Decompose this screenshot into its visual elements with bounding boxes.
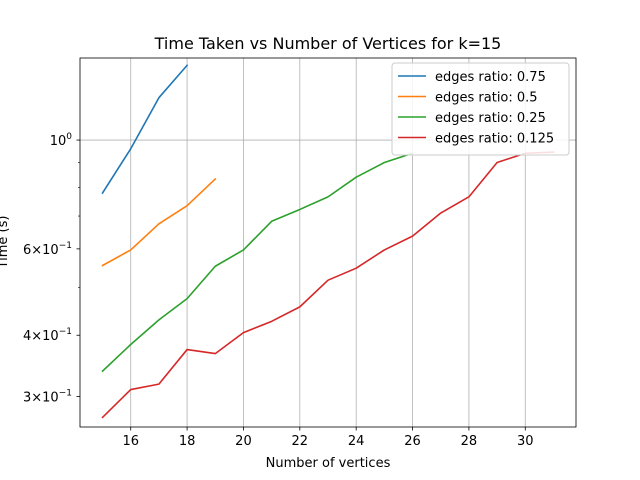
x-tick-label: 22 [292,434,309,449]
x-tick-label: 16 [122,434,139,449]
x-axis-label: Number of vertices [266,456,391,471]
x-tick-label: 28 [461,434,478,449]
legend-label-0: edges ratio: 0.75 [435,70,546,85]
legend-label-3: edges ratio: 0.125 [435,132,554,147]
legend-label-1: edges ratio: 0.5 [435,91,538,106]
chart-title: Time Taken vs Number of Vertices for k=1… [154,34,502,53]
series-line-2 [101,152,414,373]
series-layer [101,64,555,419]
series-line-0 [101,64,189,195]
x-tick-label: 30 [517,434,534,449]
series-line-1 [101,177,217,267]
x-tick-label: 26 [404,434,421,449]
legend: edges ratio: 0.75 edges ratio: 0.5 edges r… [391,62,570,156]
y-axis-label: Time (s) [0,216,11,270]
plot-frame [79,57,577,428]
legend-box [391,62,570,156]
x-tick-label: 24 [348,434,365,449]
x-tick-label: 18 [179,434,196,449]
x-tick-label: 20 [235,434,252,449]
series-line-3 [101,151,555,419]
x-axis: 16 18 20 22 24 26 28 30 [122,427,534,449]
legend-label-2: edges ratio: 0.25 [435,111,546,126]
